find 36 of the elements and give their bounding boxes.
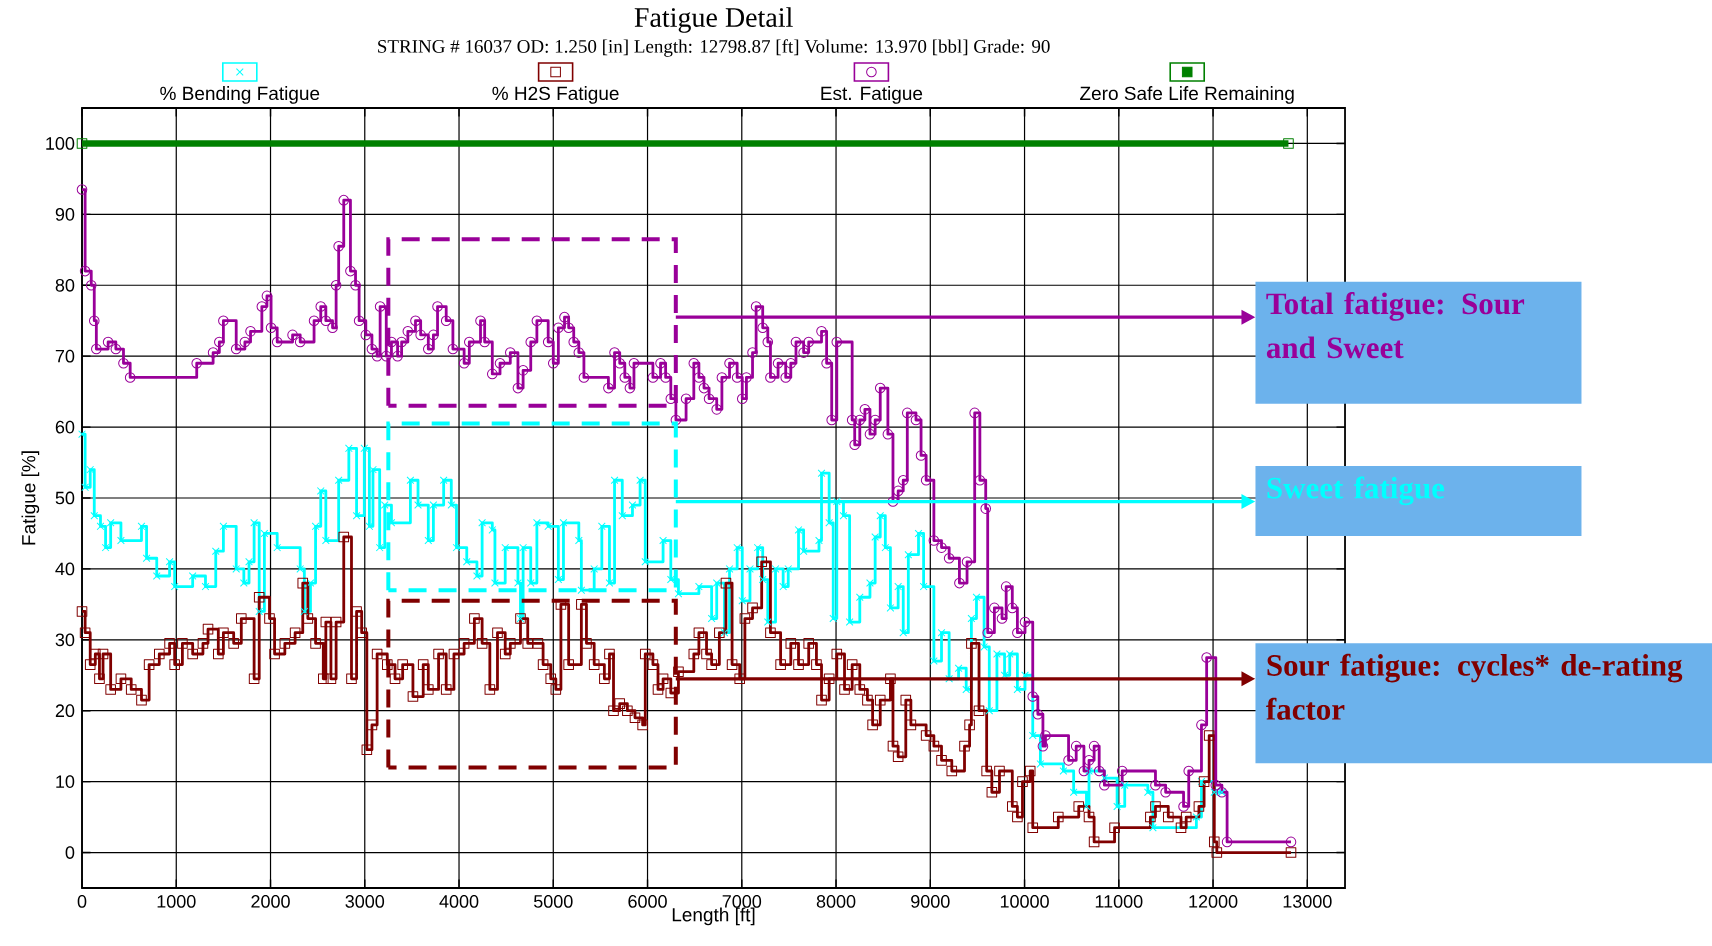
y-tick-label: 10 <box>56 775 75 789</box>
y-tick-label: 50 <box>55 491 75 505</box>
annotation: Total fatigue: Sour and Sweet <box>1266 292 1525 359</box>
y-tick-label: 60 <box>55 420 75 434</box>
y-tick-label: 70 <box>55 349 75 363</box>
x-tick-label: 6000 <box>628 895 667 908</box>
x-tick-label: 9000 <box>911 895 950 908</box>
y-tick-label: 0 <box>65 846 75 859</box>
x-tick-label: 7000 <box>722 895 762 908</box>
legend-label: Zero Safe Life Remaining <box>1080 86 1294 104</box>
x-tick-label: 10000 <box>1000 895 1049 908</box>
y-tick-label: 90 <box>55 207 75 221</box>
y-axis-title: Fatigue [%] <box>21 451 40 545</box>
chart-title: Fatigue Detail <box>634 7 793 33</box>
y-tick-label: 80 <box>55 278 75 292</box>
x-axis-title: Length [ft] <box>672 907 755 926</box>
y-tick-label: 40 <box>55 562 75 576</box>
legend-label: % Bending Fatigue <box>160 86 320 104</box>
chart-subtitle: STRING # 16037 OD: 1.250 [in] Length: 12798.87 [ft] Volume: 13.970 [bbl] Grade: 90 <box>378 39 1050 57</box>
x-tick-label: 1000 <box>157 895 196 908</box>
x-tick-label: 8000 <box>816 895 856 908</box>
legend-label: % H2S Fatigue <box>492 86 619 104</box>
y-tick-label: 30 <box>55 633 75 647</box>
annotation: Sweet fatigue <box>1267 476 1445 506</box>
x-tick-label: 4000 <box>439 895 479 908</box>
x-tick-label: 0 <box>77 895 87 908</box>
x-tick-label: 12000 <box>1189 895 1238 908</box>
x-tick-label: 13000 <box>1283 895 1332 908</box>
y-tick-label: 100 <box>46 137 75 150</box>
legend-label: Est. Fatigue <box>821 86 923 104</box>
x-tick-label: 3000 <box>345 895 385 908</box>
annotation: Sour fatigue: cycles* de-rating factor <box>1266 653 1683 720</box>
y-tick-label: 20 <box>55 704 75 718</box>
x-tick-label: 11000 <box>1095 895 1143 908</box>
x-tick-label: 5000 <box>533 895 573 908</box>
x-tick-label: 2000 <box>251 895 290 908</box>
